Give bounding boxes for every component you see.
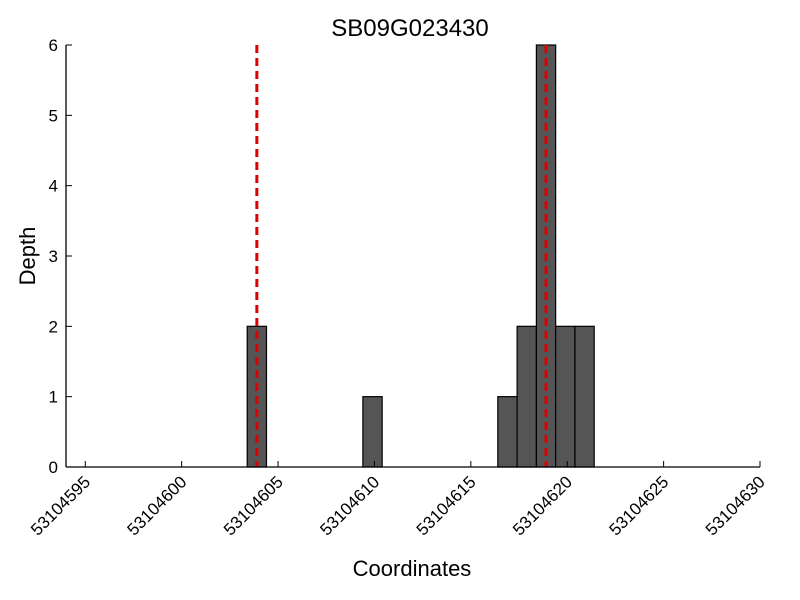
x-axis-label: Coordinates bbox=[353, 556, 472, 581]
y-tick-label-5: 5 bbox=[49, 106, 58, 125]
x-tick-label-5: 53104620 bbox=[509, 472, 576, 539]
x-tick-label-0: 53104595 bbox=[27, 472, 94, 539]
y-tick-label-3: 3 bbox=[49, 247, 58, 266]
histogram-bar-1 bbox=[362, 396, 383, 468]
reference-lines-group bbox=[255, 45, 548, 467]
y-tick-label-0: 0 bbox=[49, 458, 58, 477]
histogram-bar-3 bbox=[516, 325, 537, 468]
x-tick-label-7: 53104630 bbox=[702, 472, 769, 539]
histogram-bar-2 bbox=[497, 396, 518, 468]
y-axis-label: Depth bbox=[15, 227, 40, 286]
axes-group bbox=[65, 45, 760, 468]
x-tick-label-3: 53104610 bbox=[316, 472, 383, 539]
chart-title: SB09G023430 bbox=[331, 15, 488, 42]
histogram-bar-6 bbox=[574, 325, 595, 468]
bars-group bbox=[246, 44, 595, 468]
x-tick-label-2: 53104605 bbox=[220, 472, 287, 539]
y-tick-label-6: 6 bbox=[49, 36, 58, 55]
y-tick-label-4: 4 bbox=[49, 177, 58, 196]
x-tick-label-1: 53104600 bbox=[124, 472, 191, 539]
y-tick-label-1: 1 bbox=[49, 388, 58, 407]
y-tick-label-2: 2 bbox=[49, 317, 58, 336]
x-tick-label-6: 53104625 bbox=[606, 472, 673, 539]
histogram-bar-5 bbox=[555, 325, 576, 468]
y-ticks-group: 0 1 2 3 4 5 6 bbox=[49, 36, 72, 477]
x-tick-label-4: 53104615 bbox=[413, 472, 480, 539]
x-ticks-group: 53104595 53104600 53104605 53104610 53104615… bbox=[27, 461, 769, 539]
